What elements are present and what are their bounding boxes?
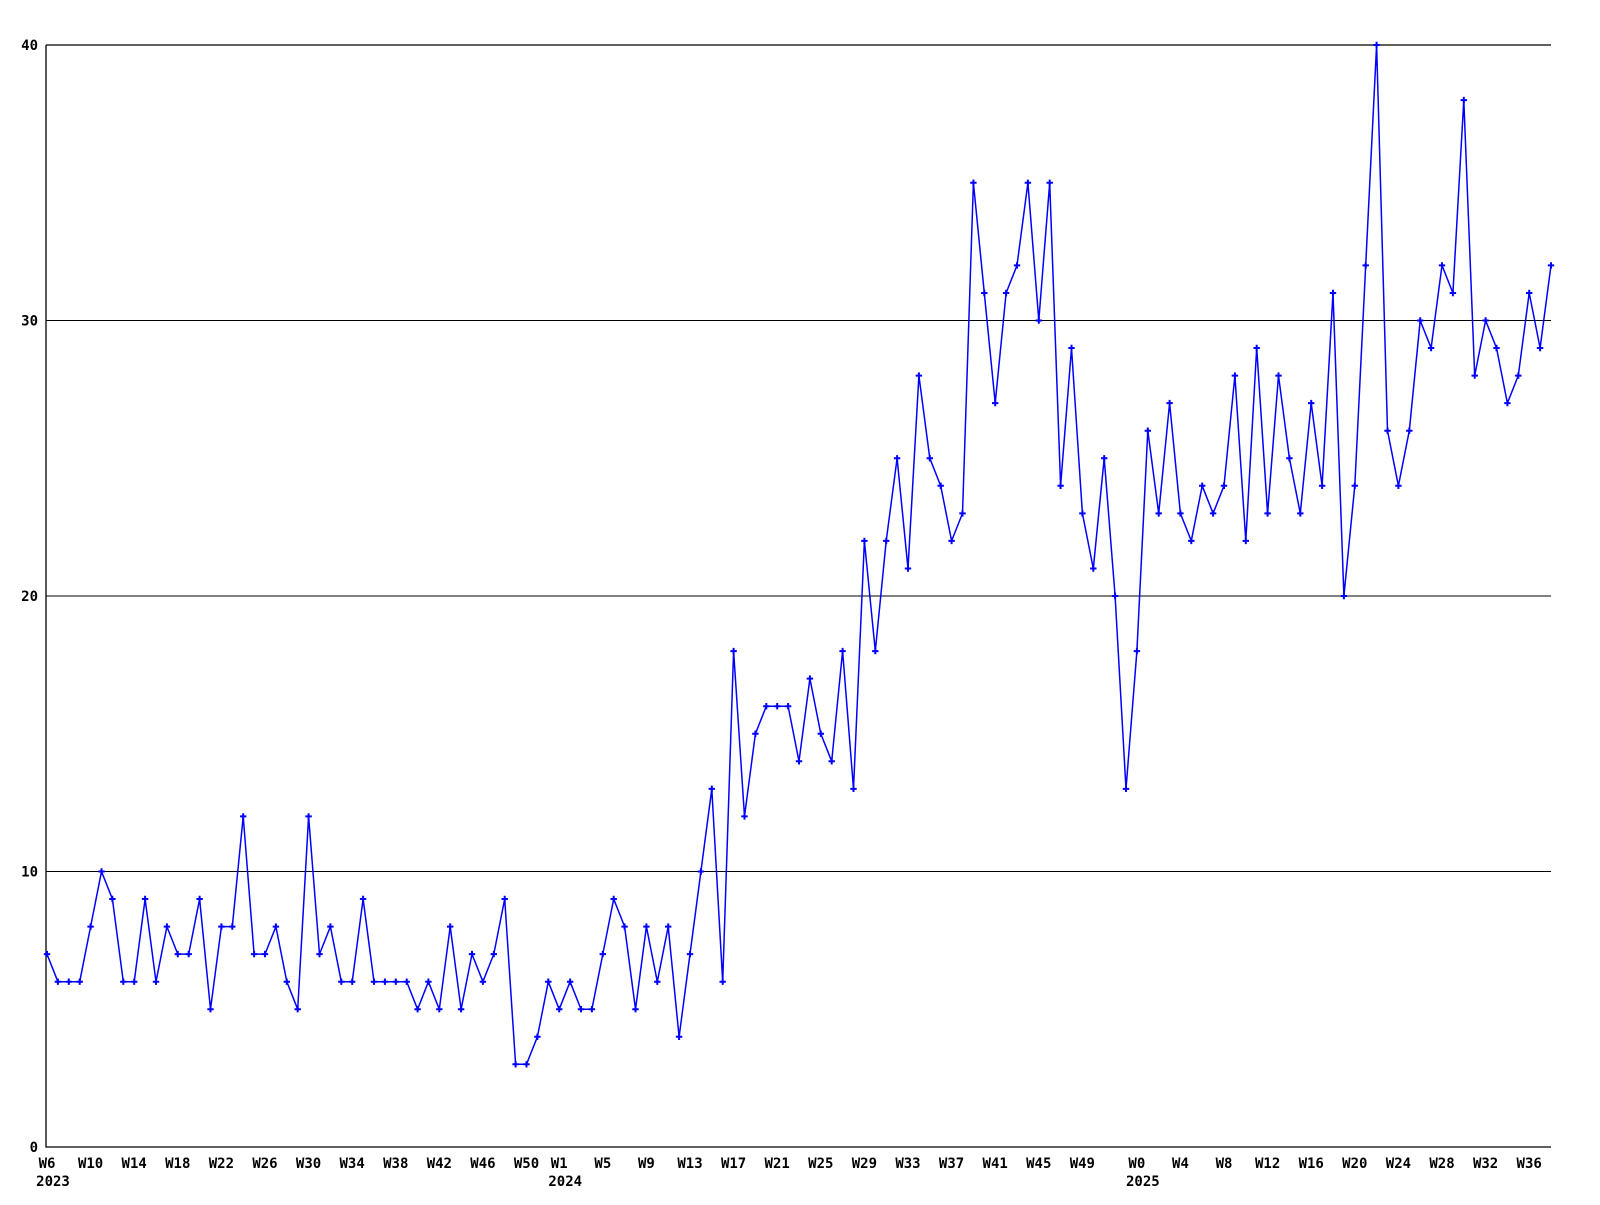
- x-tick-label: W26: [252, 1156, 277, 1172]
- x-tick-label: W42: [427, 1156, 452, 1172]
- x-tick-label: W36: [1517, 1156, 1542, 1172]
- x-tick-year-label: 2025: [1126, 1174, 1160, 1190]
- x-tick-label: W45: [1026, 1156, 1051, 1172]
- x-tick-label: W30: [296, 1156, 321, 1172]
- y-tick-label: 30: [21, 314, 38, 330]
- x-tick-label: W37: [939, 1156, 964, 1172]
- x-tick-label: W18: [165, 1156, 190, 1172]
- x-tick-label: W20: [1342, 1156, 1367, 1172]
- x-tick-label: W17: [721, 1156, 746, 1172]
- x-tick-label: W1: [551, 1156, 568, 1172]
- x-tick-label: W12: [1255, 1156, 1280, 1172]
- axis-frame: [45, 44, 1551, 1148]
- x-tick-label: W6: [39, 1156, 56, 1172]
- y-tick-label: 10: [21, 865, 38, 881]
- x-tick-label: W13: [677, 1156, 702, 1172]
- y-tick-label: 0: [30, 1140, 38, 1156]
- x-tick-label: W38: [383, 1156, 408, 1172]
- x-tick-label: W5: [594, 1156, 611, 1172]
- x-tick-label: W49: [1070, 1156, 1095, 1172]
- x-tick-label: W50: [514, 1156, 539, 1172]
- x-tick-label: W0: [1128, 1156, 1145, 1172]
- x-tick-label: W24: [1386, 1156, 1411, 1172]
- x-tick-label: W8: [1216, 1156, 1233, 1172]
- y-tick-label: 20: [21, 589, 38, 605]
- x-tick-year-label: 2023: [36, 1174, 70, 1190]
- y-tick-label: 40: [21, 38, 38, 54]
- x-tick-label: W4: [1172, 1156, 1189, 1172]
- x-tick-label: W29: [852, 1156, 877, 1172]
- x-tick-year-label: 2024: [548, 1174, 582, 1190]
- x-tick-label: W14: [122, 1156, 147, 1172]
- x-tick-label: W33: [895, 1156, 920, 1172]
- x-tick-label: W46: [470, 1156, 495, 1172]
- x-tick-label: W21: [765, 1156, 790, 1172]
- x-tick-label: W28: [1429, 1156, 1454, 1172]
- x-tick-label: W10: [78, 1156, 103, 1172]
- x-tick-label: W41: [983, 1156, 1008, 1172]
- x-tick-label: W9: [638, 1156, 655, 1172]
- x-tick-label: W32: [1473, 1156, 1498, 1172]
- data-point-markers: [43, 41, 1555, 1068]
- x-tick-label: W25: [808, 1156, 833, 1172]
- x-tick-label: W34: [340, 1156, 365, 1172]
- data-line-weekly-count: [46, 44, 1552, 1066]
- x-tick-label: W16: [1299, 1156, 1324, 1172]
- x-tick-label: W22: [209, 1156, 234, 1172]
